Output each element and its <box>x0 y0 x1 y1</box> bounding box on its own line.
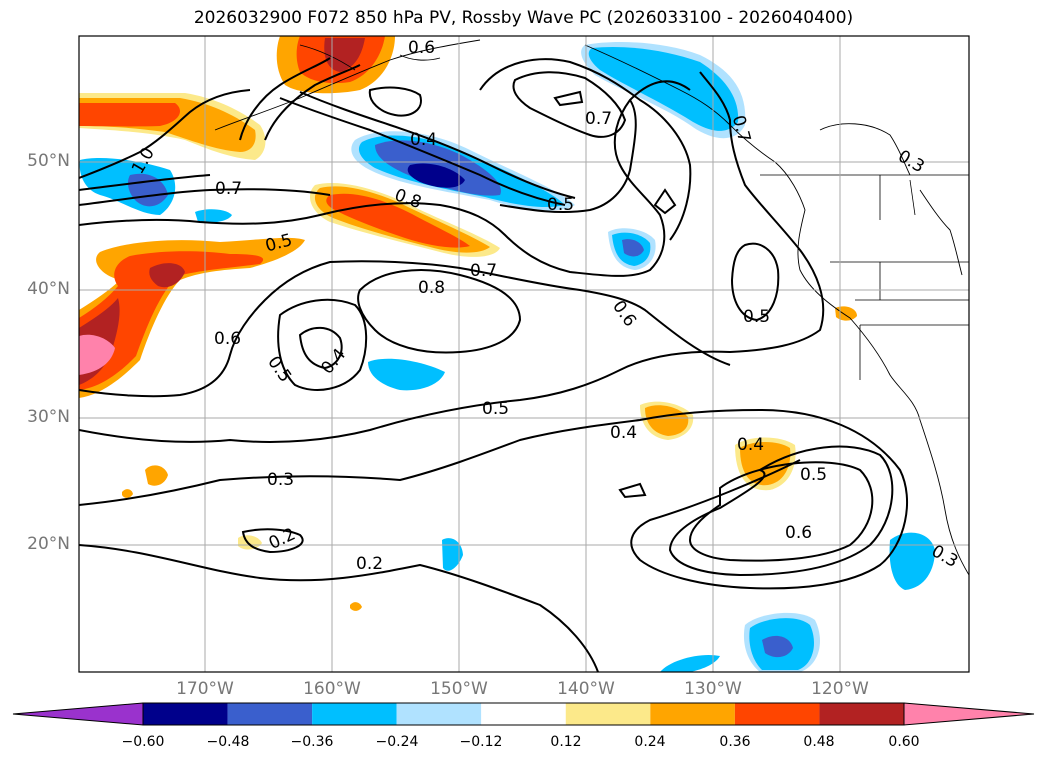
map-frame <box>78 35 970 673</box>
contour-label: 0.7 <box>470 261 497 281</box>
colorbar-extend-max <box>903 702 1035 726</box>
colorbar-box <box>481 703 566 725</box>
colorbar-box <box>650 703 735 725</box>
colorbar-tick-label: −0.12 <box>459 734 503 750</box>
pv-anomaly-fill <box>79 36 935 672</box>
contour-label: 0.5 <box>547 195 574 215</box>
contour-label: 0.5 <box>800 465 827 485</box>
contour-label: 0.5 <box>743 307 770 327</box>
lon-label: 130°W <box>684 679 742 699</box>
contour-label: 0.4 <box>410 130 437 150</box>
contour-label: 0.4 <box>317 345 350 379</box>
contour-label: 0.8 <box>418 278 445 298</box>
colorbar-tick-label: 0.36 <box>719 734 751 750</box>
contour-label: 0.5 <box>482 399 509 419</box>
contour-label: 0.6 <box>408 38 435 58</box>
colorbar-box <box>312 703 397 725</box>
lon-label: 160°W <box>303 679 361 699</box>
colorbar-box <box>819 703 904 725</box>
colorbar-tick-label: −0.60 <box>121 734 165 750</box>
contour-label: 0.6 <box>214 329 241 349</box>
borders <box>760 174 969 380</box>
contour-label: 0.7 <box>585 109 612 129</box>
lat-label: 40°N <box>27 279 70 299</box>
contour-label: 0.7 <box>215 179 242 199</box>
colorbar-box <box>565 703 651 725</box>
lat-label: 30°N <box>27 407 70 427</box>
contour-label: 0.4 <box>610 423 637 443</box>
lon-label: 120°W <box>811 679 869 699</box>
colorbar-tick-label: 0.60 <box>888 734 920 750</box>
map-title: 2026032900 F072 850 hPa PV, Rossby Wave … <box>193 8 854 28</box>
contour-labels: 0.6 0.4 0.7 0.7 1.0 0.7 0.8 0.5 0.5 0.7 … <box>128 38 961 574</box>
rossby-wave-contours <box>79 57 908 672</box>
colorbar-tick-label: 0.12 <box>550 734 582 750</box>
colorbar-tick-label: −0.48 <box>206 734 250 750</box>
lon-label: 170°W <box>176 679 234 699</box>
colorbar <box>12 702 1035 726</box>
lon-label: 150°W <box>430 679 488 699</box>
colorbar-tick-label: −0.36 <box>290 734 334 750</box>
contour-label: 0.6 <box>785 523 812 543</box>
colorbar-box <box>227 703 313 725</box>
lat-label: 50°N <box>27 151 70 171</box>
colorbar-box <box>734 703 820 725</box>
colorbar-tick-label: 0.48 <box>803 734 835 750</box>
colorbar-tick-label: 0.24 <box>634 734 666 750</box>
lat-label: 20°N <box>27 534 70 554</box>
colorbar-tick-label: −0.24 <box>375 734 419 750</box>
contour-label: 0.3 <box>267 470 294 490</box>
colorbar-extend-min <box>12 702 144 726</box>
colorbar-box <box>143 703 228 725</box>
lon-label: 140°W <box>557 679 615 699</box>
colorbar-box <box>396 703 482 725</box>
gridlines <box>79 36 969 672</box>
contour-label: 0.4 <box>737 435 764 455</box>
contour-label: 0.2 <box>356 554 383 574</box>
contour-label: 0.6 <box>608 297 640 331</box>
